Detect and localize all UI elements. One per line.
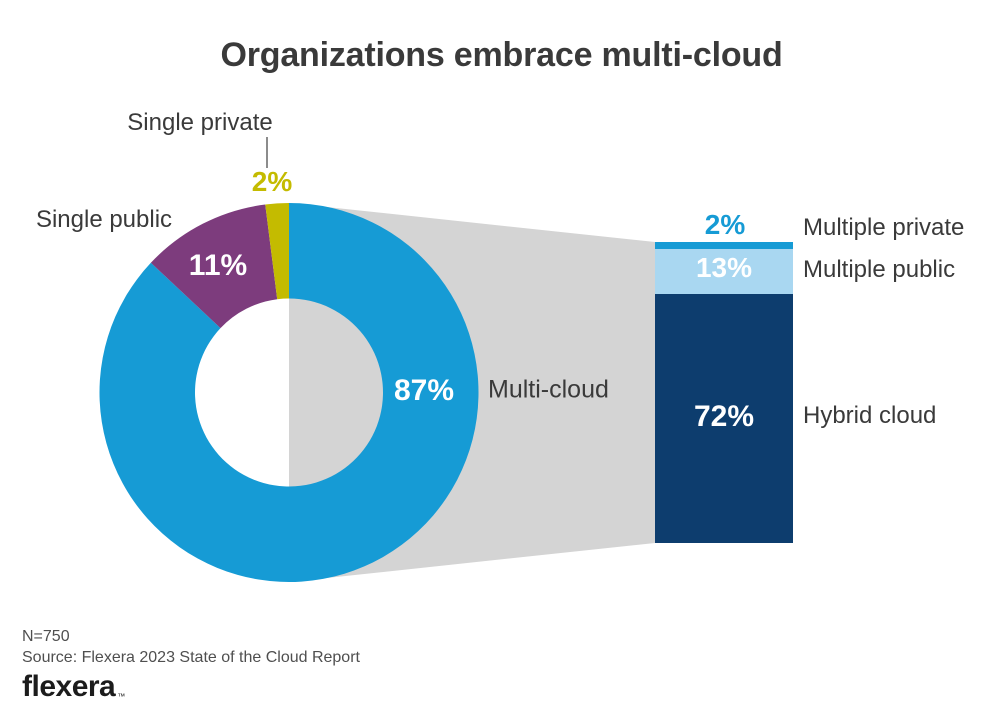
- callout-line-single-private: [266, 137, 268, 168]
- label-single-private: Single private: [127, 109, 273, 136]
- source-note: Source: Flexera 2023 State of the Cloud …: [22, 649, 360, 666]
- label-multiple-private: Multiple private: [803, 214, 965, 241]
- bar-segment-multiple-public: [655, 248, 793, 294]
- bar-segment-hybrid-cloud: [655, 293, 793, 543]
- bar-segment-multiple-private: [655, 242, 793, 249]
- trademark-mark: ™: [117, 692, 125, 701]
- flexera-logo-text: flexera: [22, 670, 116, 703]
- breakdown-bar: [655, 242, 793, 543]
- pct-multiple-private: 2%: [704, 209, 746, 240]
- pct-single-public: 11%: [188, 249, 248, 282]
- donut-segment-multi-cloud: [99, 203, 479, 582]
- label-single-public: Single public: [35, 206, 173, 233]
- donut-segment-single-public: [150, 204, 278, 329]
- pct-single-private: 2%: [251, 166, 293, 197]
- pct-multiple-public: 13%: [695, 252, 753, 283]
- label-hybrid-cloud: Hybrid cloud: [803, 402, 937, 429]
- label-multiple-public: Multiple public: [803, 256, 956, 283]
- sample-size: N=750: [22, 628, 70, 645]
- footer: N=750 Source: Flexera 2023 State of the …: [22, 626, 360, 702]
- flexera-logo: flexera ™: [22, 672, 360, 702]
- donut-segment-single-private: [265, 203, 289, 300]
- label-multi-cloud: Multi-cloud: [488, 375, 609, 404]
- pct-hybrid-cloud: 72%: [693, 400, 755, 433]
- chart-title: Organizations embrace multi-cloud: [220, 36, 783, 74]
- donut-chart: [99, 203, 479, 582]
- pct-multi-cloud: 87%: [393, 374, 455, 407]
